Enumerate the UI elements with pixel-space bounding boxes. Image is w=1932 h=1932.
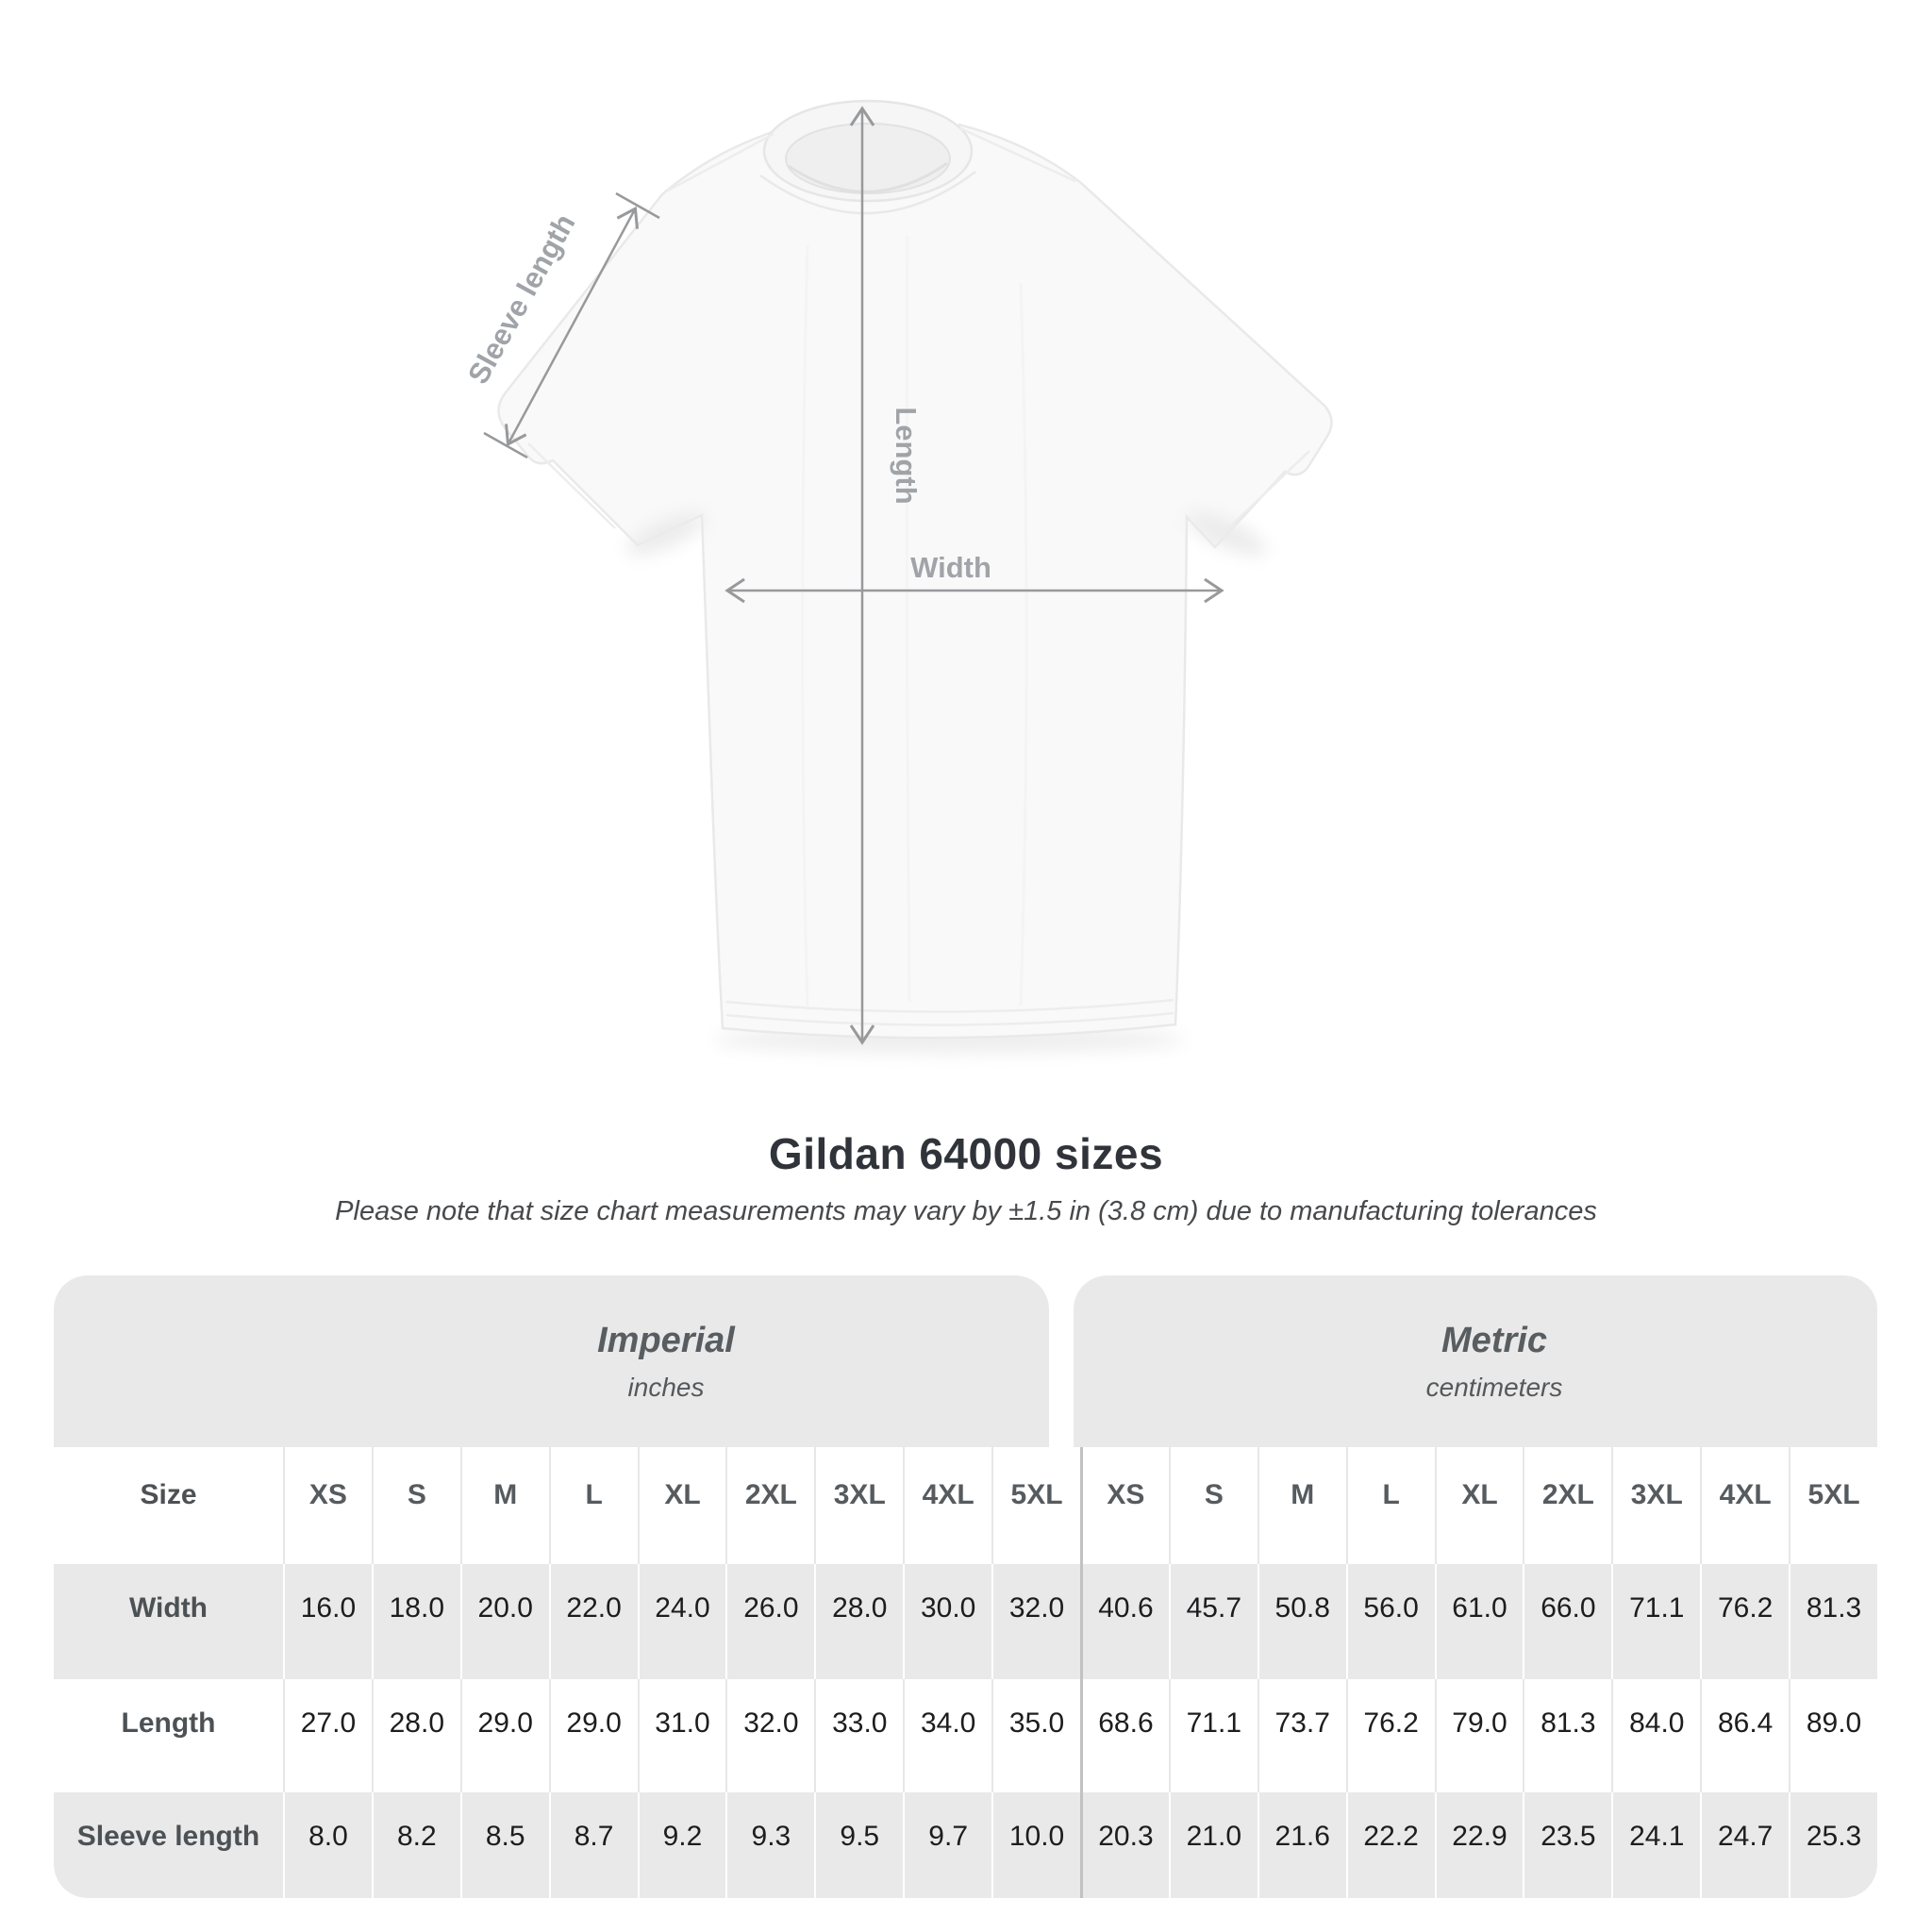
value-cell-imperial: 26.0	[725, 1564, 814, 1679]
value-cell-imperial: 31.0	[637, 1679, 726, 1792]
table-row: Length 27.0 28.0 29.0 29.0 31.0 32.0 33.0 34.0 35…	[54, 1679, 1877, 1792]
value-cell-imperial: 27.0	[283, 1679, 372, 1792]
width-label: Width	[910, 551, 991, 584]
value-cell-metric: 24.7	[1700, 1792, 1789, 1898]
value-cell-metric: 89.0	[1789, 1679, 1877, 1792]
row-label: Width	[128, 1592, 208, 1624]
size-header-cell-imperial: 5XL	[991, 1447, 1080, 1564]
size-header-cell-imperial: XL	[637, 1447, 726, 1564]
value-cell-metric: 68.6	[1079, 1679, 1169, 1792]
value-cell-imperial: 8.7	[548, 1792, 638, 1898]
value-cell-imperial: 8.5	[459, 1792, 549, 1898]
value-cell-metric: 86.4	[1700, 1679, 1789, 1792]
row-label: Size	[140, 1479, 197, 1510]
value-cell-imperial: 20.0	[459, 1564, 549, 1679]
value-cell-imperial: 32.0	[991, 1564, 1080, 1679]
page-title: Gildan 64000 sizes	[768, 1129, 1164, 1178]
value-cell-metric: 50.8	[1257, 1564, 1346, 1679]
value-cell-metric: 45.7	[1168, 1564, 1257, 1679]
metric-title: Metric	[1441, 1320, 1547, 1360]
value-cell-imperial: 32.0	[725, 1679, 814, 1792]
tshirt-diagram-svg: Sleeve length Length Width	[461, 99, 1333, 1053]
value-cell-metric: 40.6	[1079, 1564, 1169, 1679]
value-cell-imperial: 22.0	[548, 1564, 638, 1679]
imperial-unit: inches	[627, 1372, 705, 1402]
metric-unit: centimeters	[1425, 1372, 1563, 1402]
imperial-title: Imperial	[597, 1320, 735, 1360]
value-cell-metric: 21.6	[1257, 1792, 1346, 1898]
value-cell-imperial: 34.0	[903, 1679, 991, 1792]
table-row: Sleeve length 8.0 8.2 8.5 8.7 9.2 9.3 9.5 9.7 10.…	[54, 1792, 1877, 1898]
size-header-cell-imperial: S	[371, 1447, 460, 1564]
value-cell-metric: 22.9	[1434, 1792, 1524, 1898]
size-header-cell-metric: XS	[1079, 1447, 1169, 1564]
value-cell-imperial: 29.0	[548, 1679, 638, 1792]
size-header-cell-imperial: L	[548, 1447, 638, 1564]
value-cell-metric: 21.0	[1168, 1792, 1257, 1898]
page-subtitle: Please note that size chart measurements…	[335, 1196, 1597, 1226]
metric-header: Metric centimeters	[1074, 1275, 1877, 1447]
value-cell-metric: 23.5	[1523, 1792, 1611, 1898]
size-header-cell-metric: 4XL	[1700, 1447, 1789, 1564]
value-cell-imperial: 9.7	[903, 1792, 991, 1898]
value-cell-metric: 20.3	[1079, 1792, 1169, 1898]
size-header-cell-metric: 3XL	[1611, 1447, 1700, 1564]
value-cell-metric: 24.1	[1611, 1792, 1700, 1898]
size-header-cell-metric: L	[1345, 1447, 1435, 1564]
value-cell-imperial: 33.0	[814, 1679, 903, 1792]
value-cell-metric: 73.7	[1257, 1679, 1346, 1792]
sleeve-length-arrow	[483, 192, 660, 459]
value-cell-imperial: 9.5	[814, 1792, 903, 1898]
size-header-cell-metric: XL	[1434, 1447, 1524, 1564]
tshirt-size-diagram: Sleeve length Length Width	[461, 99, 1333, 1053]
value-cell-imperial: 24.0	[637, 1564, 726, 1679]
row-label: Sleeve length	[76, 1821, 260, 1852]
value-cell-metric: 76.2	[1345, 1679, 1435, 1792]
table-row: Width 16.0 18.0 20.0 22.0 24.0 26.0 28.0 30.0 32.…	[54, 1564, 1877, 1679]
value-cell-metric: 81.3	[1789, 1564, 1877, 1679]
value-cell-metric: 79.0	[1434, 1679, 1524, 1792]
size-header-row: Size XS S M L XL 2XL 3XL 4XL 5XL XS S M L XL 2XL 3XL 4XL 5…	[54, 1447, 1877, 1564]
value-cell-metric: 61.0	[1434, 1564, 1524, 1679]
size-header-cell-imperial: XS	[283, 1447, 372, 1564]
dimension-annotations	[483, 106, 1224, 1045]
value-cell-metric: 56.0	[1345, 1564, 1435, 1679]
value-cell-imperial: 28.0	[814, 1564, 903, 1679]
value-cell-imperial: 35.0	[991, 1679, 1080, 1792]
value-cell-imperial: 9.2	[637, 1792, 726, 1898]
value-cell-metric: 71.1	[1168, 1679, 1257, 1792]
value-cell-metric: 71.1	[1611, 1564, 1700, 1679]
size-header-cell-imperial: M	[459, 1447, 549, 1564]
imperial-header: Imperial inches	[54, 1275, 1049, 1447]
length-label: Length	[890, 407, 923, 504]
value-cell-metric: 84.0	[1611, 1679, 1700, 1792]
size-header-cell-metric: 5XL	[1789, 1447, 1877, 1564]
value-cell-imperial: 18.0	[371, 1564, 460, 1679]
value-cell-metric: 76.2	[1700, 1564, 1789, 1679]
value-cell-metric: 81.3	[1523, 1679, 1611, 1792]
value-cell-imperial: 16.0	[283, 1564, 372, 1679]
value-cell-imperial: 10.0	[991, 1792, 1080, 1898]
value-cell-imperial: 29.0	[459, 1679, 549, 1792]
value-cell-imperial: 8.0	[283, 1792, 372, 1898]
size-header-cell-imperial: 3XL	[814, 1447, 903, 1564]
row-label: Length	[121, 1707, 216, 1739]
size-header-cell-imperial: 4XL	[903, 1447, 991, 1564]
size-header-cell-metric: 2XL	[1523, 1447, 1611, 1564]
value-cell-imperial: 9.3	[725, 1792, 814, 1898]
value-cell-metric: 25.3	[1789, 1792, 1877, 1898]
value-cell-imperial: 30.0	[903, 1564, 991, 1679]
value-cell-imperial: 28.0	[371, 1679, 460, 1792]
value-cell-imperial: 8.2	[371, 1792, 460, 1898]
table-group-header: Imperial inches Metric centimeters	[54, 1275, 1877, 1447]
size-header-cell-metric: S	[1168, 1447, 1257, 1564]
size-header-cell-metric: M	[1257, 1447, 1346, 1564]
value-cell-metric: 22.2	[1345, 1792, 1435, 1898]
table-rows: Size XS S M L XL 2XL 3XL 4XL 5XL XS S M L XL 2XL 3XL 4XL 5…	[54, 1447, 1877, 1898]
value-cell-metric: 66.0	[1523, 1564, 1611, 1679]
size-header-cell-imperial: 2XL	[725, 1447, 814, 1564]
size-table: Imperial inches Metric centimeters Size X…	[54, 1275, 1877, 1898]
